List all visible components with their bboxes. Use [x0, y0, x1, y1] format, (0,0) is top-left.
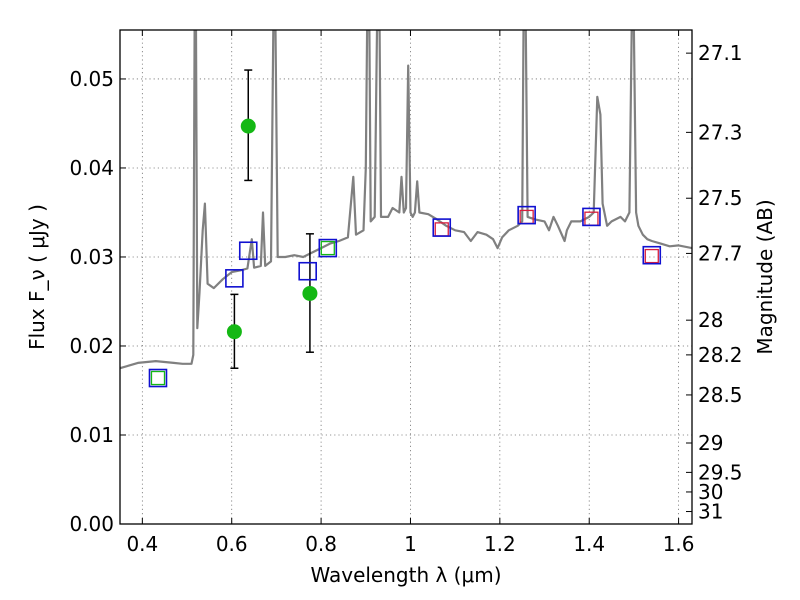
right-tick-label: 28.5 — [698, 383, 743, 407]
model-marker-small — [150, 370, 166, 386]
x-tick-label: 0.8 — [305, 532, 337, 556]
tick-marks — [120, 30, 692, 525]
right-tick-label: 31 — [698, 500, 723, 524]
photometry-marker — [240, 118, 256, 134]
tick-labels: 0.4 0.6 0.8 1 1.2 1.4 1.6 0.00 0.01 0.02 0.03 0.04 0… — [69, 41, 742, 556]
grid-lines — [120, 30, 692, 525]
photometry-point — [240, 69, 256, 182]
x-axis-label: Wavelength λ (μm) — [310, 563, 501, 587]
model-marker-small — [320, 240, 335, 256]
model-marker-small — [644, 248, 659, 264]
model-marker-large — [432, 218, 452, 237]
x-tick-label: 1 — [404, 532, 417, 556]
y-tick-label: 0.04 — [69, 156, 114, 180]
right-tick-label: 29.5 — [698, 460, 743, 484]
photometry-point — [226, 293, 242, 369]
right-tick-label: 27.5 — [698, 186, 743, 210]
photometry-marker — [226, 324, 242, 340]
data-layer — [120, 30, 692, 388]
right-tick-label: 27.1 — [698, 41, 743, 65]
model-marker-large — [238, 241, 258, 261]
spectrum-line — [120, 30, 692, 370]
x-tick-label: 1.4 — [573, 532, 605, 556]
photometry-point — [302, 233, 318, 353]
y-tick-label: 0.05 — [69, 67, 114, 91]
right-tick-label: 28.2 — [698, 343, 743, 367]
plot-frame — [119, 29, 693, 525]
y-tick-label: 0.00 — [69, 512, 114, 536]
right-tick-label: 27.7 — [698, 241, 743, 265]
model-marker-large — [225, 269, 244, 288]
model-marker-large — [298, 261, 317, 281]
right-tick-label: 28 — [698, 308, 723, 332]
right-tick-label: 27.3 — [698, 120, 743, 144]
x-tick-label: 1.6 — [663, 532, 695, 556]
model-marker-large — [148, 368, 168, 388]
model-marker-large — [582, 207, 601, 227]
y-tick-label: 0.02 — [69, 334, 114, 358]
y-axis-label-right: Magnitude (AB) — [753, 199, 777, 354]
x-tick-label: 0.6 — [216, 532, 248, 556]
y-tick-label: 0.01 — [69, 423, 114, 447]
right-tick-label: 30 — [698, 480, 723, 504]
model-marker-large — [517, 205, 536, 225]
photometry-marker — [302, 285, 318, 301]
model-marker-large — [642, 245, 662, 265]
right-tick-label: 29 — [698, 431, 723, 455]
y-axis-label-left: Flux F_ν ( μJy ) — [25, 204, 49, 350]
y-tick-label: 0.03 — [69, 245, 114, 269]
model-marker-large — [318, 238, 338, 258]
x-tick-label: 1.2 — [484, 532, 516, 556]
x-tick-label: 0.4 — [126, 532, 158, 556]
